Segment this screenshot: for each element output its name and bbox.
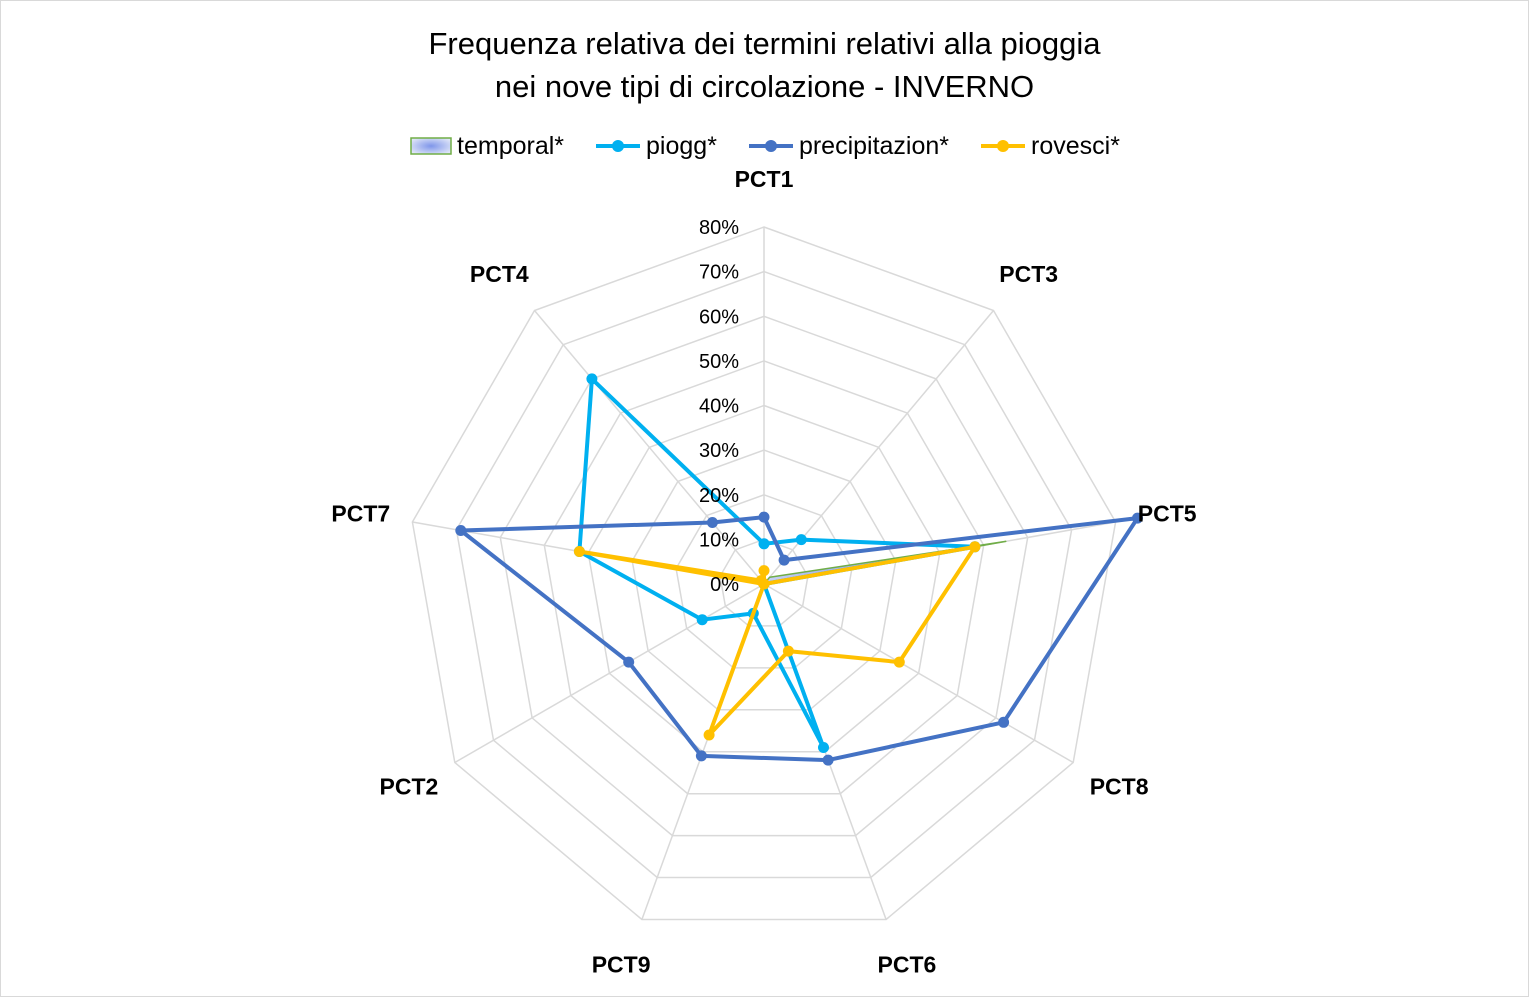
data-point-rovesci	[893, 656, 905, 668]
legend-swatch-rovesci	[981, 140, 1026, 152]
tick-label: 30%	[699, 440, 739, 462]
grid-ring	[631, 449, 897, 711]
axis-label-pct7: PCT7	[331, 501, 390, 527]
legend-swatch-piogg	[596, 140, 641, 152]
chart-title-line-2: nei nove tipi di circolazione - INVERNO	[494, 69, 1035, 104]
tick-label: 50%	[699, 351, 739, 373]
legend-swatch-precipitazion	[748, 140, 793, 152]
legend-label-precipitazion: precipitazion*	[798, 131, 950, 160]
tick-label: 70%	[699, 262, 739, 284]
tick-label: 10%	[699, 529, 739, 551]
grid-spoke	[533, 310, 765, 585]
axis-label-pct2: PCT2	[380, 774, 439, 800]
axis-labels: PCT1 PCT3 PCT5 PCT8 PCT6 PCT9 PCT2 PCT7 PCT4	[331, 166, 1196, 978]
data-point-precipitazion	[455, 525, 467, 536]
legend-label-temporal: temporal*	[457, 131, 565, 160]
axis-label-pct9: PCT9	[592, 952, 651, 978]
grid-ring	[455, 270, 1073, 879]
data-point-piogg	[795, 534, 807, 546]
data-point-rovesci	[703, 729, 715, 741]
series-line-piogg	[577, 376, 977, 750]
axis-label-pct5: PCT5	[1138, 501, 1197, 527]
data-point-precipitazion	[695, 750, 707, 762]
legend-item-precipitazion: precipitazion*	[747, 132, 949, 161]
legend-label-piogg: piogg*	[646, 131, 717, 160]
data-point-precipitazion	[778, 554, 790, 566]
data-point-rovesci	[782, 645, 794, 657]
grid-ring	[411, 226, 1117, 921]
data-point-rovesci	[969, 541, 981, 553]
grid-ring	[587, 404, 941, 753]
radar-series	[455, 373, 1143, 766]
axis-label-pct1: PCT1	[735, 166, 794, 192]
data-point-precipitazion	[706, 517, 718, 528]
data-point-piogg	[818, 742, 829, 753]
chart-title-line-1: Frequenza relativa dei termini relativi …	[428, 26, 1101, 61]
data-point-precipitazion	[758, 511, 770, 523]
grid-ring	[719, 538, 809, 627]
data-point-piogg	[758, 538, 770, 550]
grid-spoke	[763, 583, 1074, 764]
tick-label: 20%	[699, 485, 739, 507]
data-point-precipitazion	[822, 754, 834, 766]
data-point-precipitazion	[998, 716, 1010, 728]
chart-title: Frequenza relativa dei termini relativi …	[0, 22, 1529, 108]
axis-label-pct4: PCT4	[470, 261, 529, 287]
data-point-precipitazion	[1132, 512, 1143, 524]
tick-label: 80%	[699, 217, 739, 239]
grid-ring	[543, 360, 985, 795]
legend-label-rovesci: rovesci*	[1031, 131, 1120, 160]
axis-label-pct3: PCT3	[999, 261, 1058, 287]
legend-swatch-temporal	[410, 137, 452, 155]
data-point-rovesci	[758, 565, 770, 577]
data-point-piogg	[696, 614, 708, 626]
data-point-rovesci	[573, 546, 585, 557]
radial-tick-labels: 0% 10% 20% 30% 40% 50% 60% 70% 80%	[699, 217, 739, 596]
tick-label: 40%	[699, 396, 739, 418]
series-line-rovesci	[577, 544, 977, 737]
data-point-precipitazion	[623, 656, 635, 668]
legend-item-piogg: piogg*	[594, 132, 717, 161]
data-point-rovesci	[755, 575, 767, 587]
legend-item-rovesci: rovesci*	[979, 132, 1120, 161]
legend: temporal* piogg* precipitazion* rovesci*	[0, 129, 1529, 163]
data-point-piogg	[586, 373, 598, 385]
grid-ring	[499, 315, 1029, 837]
legend-item-temporal: temporal*	[409, 132, 564, 161]
axis-label-pct8: PCT8	[1090, 774, 1149, 800]
tick-label: 0%	[710, 574, 739, 596]
axis-label-pct6: PCT6	[878, 952, 937, 978]
series-line-precipitazion	[458, 515, 1140, 763]
grid-spoke	[454, 583, 765, 764]
tick-label: 60%	[699, 306, 739, 328]
